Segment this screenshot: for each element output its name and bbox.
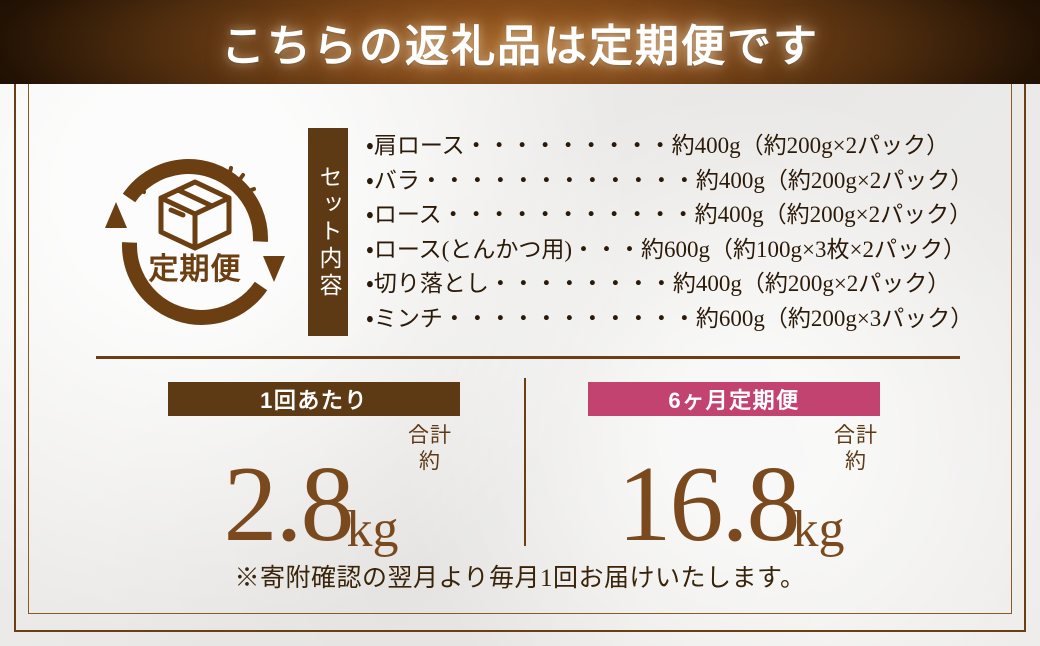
delivery-box-cycle-icon bbox=[105, 159, 285, 325]
list-item: ・バラ ・・・・・・・・・・・・ 約400g（約200g×2パック） bbox=[366, 161, 973, 196]
course-total-line1: 合計 bbox=[834, 423, 878, 447]
item-amount: 約400g（約200g×2パック） bbox=[671, 133, 950, 159]
course-total-weight-block: 6ヶ月定期便 16.8 kg 合計 約 bbox=[588, 382, 880, 559]
badge-label: 定期便 bbox=[148, 253, 242, 286]
per-delivery-figure: 2.8 kg 合計 約 bbox=[168, 416, 460, 559]
dot-leader: ・・・・・・・・・・・ bbox=[441, 202, 695, 228]
item-amount: 約400g（約200g×2パック） bbox=[694, 202, 973, 228]
course-total-note: 合計 約 bbox=[834, 422, 878, 475]
horizontal-divider bbox=[96, 356, 960, 359]
set-contents-list: ・肩ロース ・・・・・・・・・ 約400g（約200g×2パック） ・バラ ・・… bbox=[366, 126, 973, 334]
list-item: ・ロース(とんかつ用) ・・・ 約600g（約100g×3枚×2パック） bbox=[366, 230, 966, 265]
item-name: ・バラ bbox=[366, 167, 420, 193]
item-name: ・切り落とし bbox=[366, 271, 489, 297]
per-delivery-banner: 1回あたり bbox=[168, 382, 460, 416]
dot-leader: ・・・ bbox=[572, 236, 641, 262]
vertical-divider bbox=[524, 378, 526, 546]
per-delivery-total-line1: 合計 bbox=[408, 423, 452, 447]
dot-leader: ・・・・・・・・・ bbox=[464, 133, 672, 159]
per-delivery-unit: kg bbox=[346, 501, 399, 558]
item-name: ・ミンチ bbox=[366, 305, 443, 331]
list-item: ・ロース ・・・・・・・・・・・ 約400g（約200g×2パック） bbox=[366, 195, 972, 230]
page-title: こちらの返礼品は定期便です bbox=[221, 22, 819, 71]
course-total-banner: 6ヶ月定期便 bbox=[588, 382, 880, 416]
list-item: ・切り落とし ・・・・・・・・ 約400g（約200g×2パック） bbox=[366, 264, 966, 299]
dot-leader: ・・・・・・・・・・・・ bbox=[419, 167, 696, 193]
dot-leader: ・・・・・・・・ bbox=[488, 271, 673, 297]
teikibin-badge: 定期便 bbox=[95, 148, 295, 336]
course-total-unit: kg bbox=[792, 501, 845, 558]
list-item: ・肩ロース ・・・・・・・・・ 約400g（約200g×2パック） bbox=[366, 126, 966, 161]
set-contents-tab: セット内容 bbox=[308, 128, 348, 336]
item-amount: 約400g（約200g×2パック） bbox=[672, 271, 951, 297]
per-delivery-weight-block: 1回あたり 2.8 kg 合計 約 bbox=[168, 382, 460, 559]
delivery-footnote: ※寄附確認の翌月より毎月1回お届けいたします。 bbox=[234, 565, 806, 592]
item-amount: 約600g（約200g×3パック） bbox=[695, 305, 974, 331]
course-total-number: 16.8 bbox=[617, 445, 801, 565]
item-name: ・ロース(とんかつ用) bbox=[366, 236, 572, 262]
dot-leader: ・・・・・・・・・・・ bbox=[442, 305, 696, 331]
item-name: ・肩ロース bbox=[366, 133, 465, 159]
item-amount: 約400g（約200g×2パック） bbox=[695, 167, 974, 193]
list-item: ・ミンチ ・・・・・・・・・・・ 約600g（約200g×3パック） bbox=[366, 299, 973, 334]
per-delivery-number: 2.8 bbox=[223, 445, 355, 565]
header-band: こちらの返礼品は定期便です bbox=[0, 0, 1040, 84]
per-delivery-total-note: 合計 約 bbox=[408, 422, 452, 475]
item-name: ・ロース bbox=[366, 202, 442, 228]
course-total-line2: 約 bbox=[845, 449, 867, 474]
per-delivery-total-line2: 約 bbox=[419, 449, 441, 474]
item-amount: 約600g（約100g×3枚×2パック） bbox=[641, 236, 966, 262]
course-total-figure: 16.8 kg 合計 約 bbox=[588, 416, 880, 559]
